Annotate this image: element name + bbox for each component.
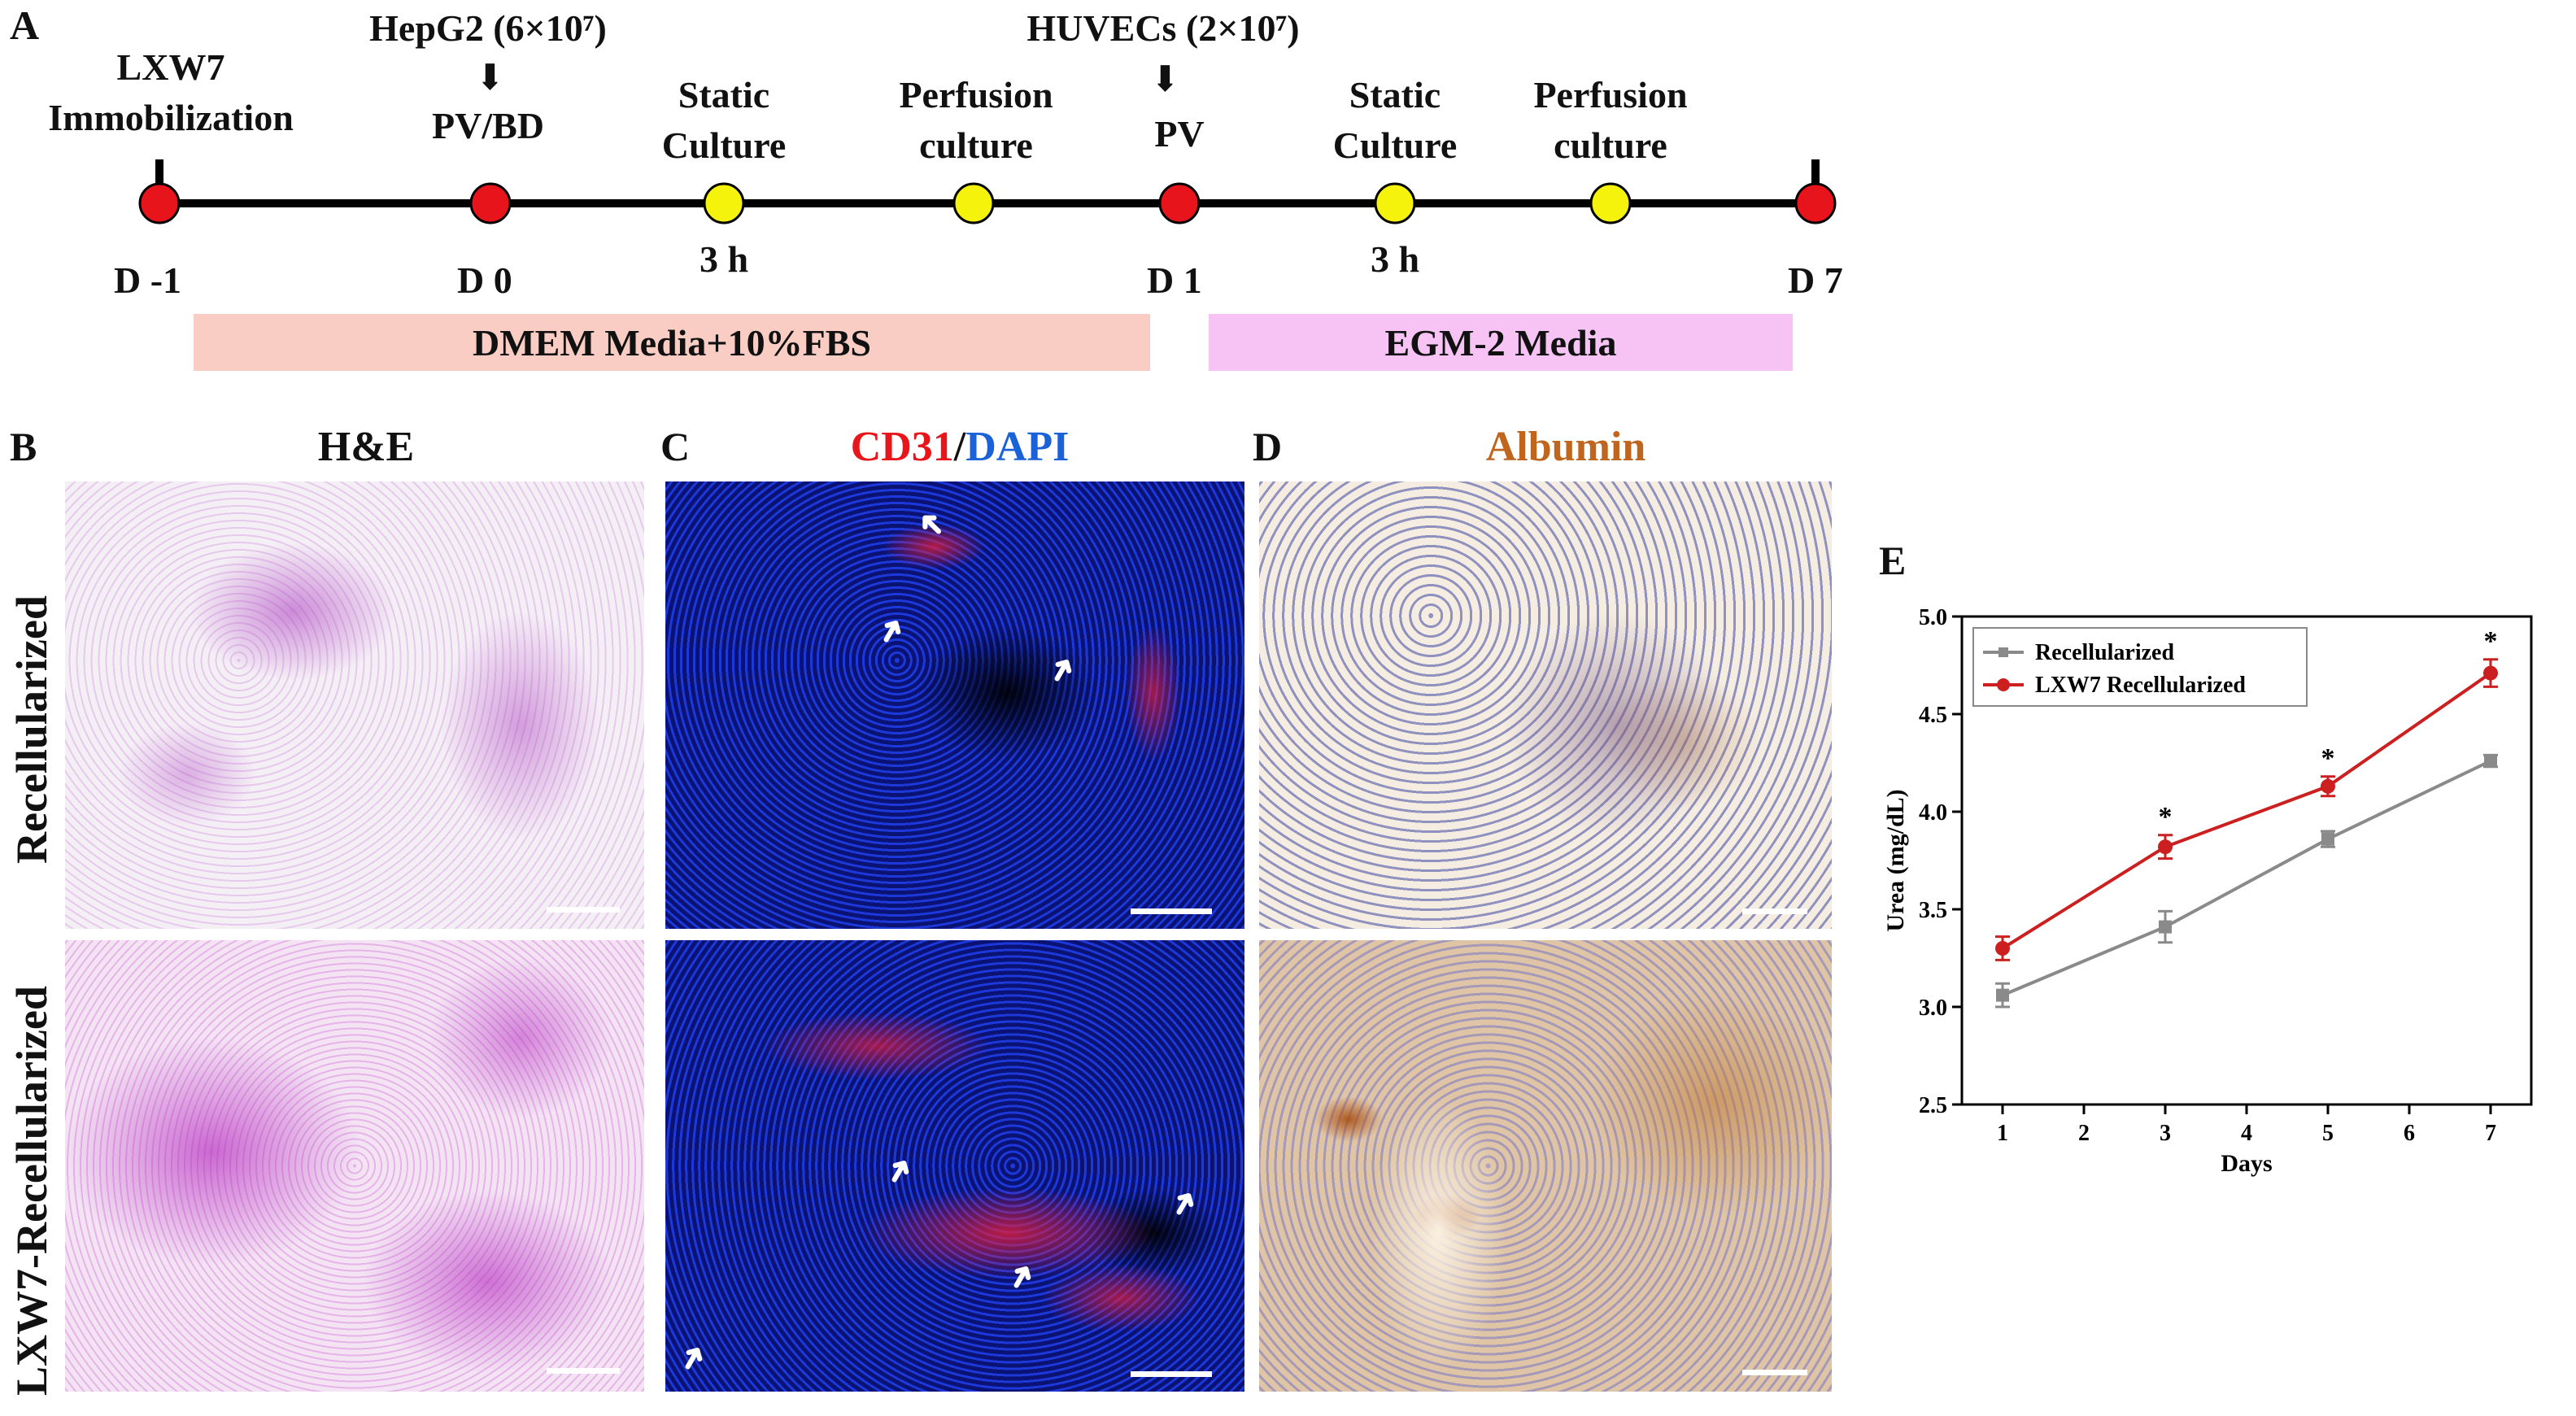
- media-bar-dmem: DMEM Media+10%FBS: [194, 314, 1150, 371]
- legend-marker-lxw7: [1997, 678, 2010, 691]
- he-lxw7-image: [65, 940, 644, 1392]
- column-title-albumin: Albumin: [1485, 424, 1646, 470]
- series-line-0: [2002, 759, 2491, 997]
- timeline-node-static-2: [1374, 182, 1416, 224]
- row-label-recellularized: Recellularized: [7, 595, 56, 864]
- timeline-node-d1: [1158, 182, 1201, 224]
- albumin-recellularized-image: [1259, 481, 1832, 929]
- dapi-label: DAPI: [965, 424, 1070, 470]
- event-perfusion-1-label: Perfusion culture: [899, 74, 1053, 167]
- down-arrow-icon: ⬇: [475, 58, 505, 98]
- data-point: [2483, 665, 2498, 681]
- y-tick-label: 3.5: [1919, 898, 1947, 923]
- albumin-lxw7-image: [1259, 940, 1832, 1392]
- data-point: [2321, 778, 2335, 794]
- panel-letter-a: A: [10, 2, 40, 48]
- arrow-icon: ➜: [867, 609, 913, 652]
- scale-bar: [1742, 908, 1807, 914]
- event-huvecs-label: HUVECs (2×10⁷): [1026, 7, 1300, 49]
- x-tick-label: 1: [1997, 1121, 2008, 1146]
- data-point: [2159, 920, 2172, 934]
- column-title-he: H&E: [317, 424, 415, 470]
- x-axis-label: Days: [2221, 1150, 2272, 1177]
- series-layer: [1995, 658, 2498, 1009]
- scale-bar: [1131, 1371, 1212, 1377]
- urea-chart: 2.5 3.0 3.5 4.0 4.5 5.0 1 2 3 4 5 6 7 * * * Urea (mg/d…: [1882, 605, 2533, 1177]
- he-recellularized-image: [65, 481, 644, 929]
- panel-letter-b: B: [10, 424, 37, 469]
- day-label-d1: D 1: [1147, 259, 1202, 301]
- event-hepg2-sub: PV/BD: [432, 105, 544, 146]
- significance-star: *: [2484, 626, 2498, 656]
- significance-layer: * * *: [2159, 626, 2498, 832]
- slash-label: /: [953, 424, 966, 470]
- scale-bar: [1742, 1370, 1807, 1375]
- timeline-node-d-1: [138, 182, 181, 224]
- arrow-icon: ➜: [997, 1255, 1044, 1298]
- cd31-recellularized-image: ➜ ➜ ➜: [665, 481, 1244, 929]
- x-tick-label: 2: [2078, 1121, 2090, 1146]
- cd31-label: CD31: [850, 424, 954, 470]
- event-perfusion-2-label: Perfusion culture: [1533, 74, 1688, 167]
- y-tick-label: 4.5: [1919, 703, 1947, 728]
- legend-label-recellularized: Recellularized: [2035, 640, 2174, 665]
- axis-ticks: 2.5 3.0 3.5 4.0 4.5 5.0 1 2 3 4 5 6 7: [1919, 605, 2496, 1146]
- significance-star: *: [2321, 743, 2335, 773]
- x-tick-label: 7: [2485, 1121, 2496, 1146]
- legend-box: [1972, 627, 2308, 707]
- arrow-icon: ➜: [875, 1149, 922, 1192]
- panel-letter-c: C: [660, 424, 691, 469]
- y-tick-label: 3.0: [1919, 996, 1947, 1021]
- timeline-node-static-1: [703, 182, 745, 224]
- timeline-svg: [138, 159, 1837, 224]
- significance-star: *: [2159, 802, 2173, 832]
- down-arrow-icon: ⬇: [1150, 59, 1180, 99]
- data-point: [2158, 839, 2173, 855]
- event-huvecs-sub: PV: [1154, 113, 1205, 155]
- timeline-node-d7: [1794, 182, 1837, 224]
- legend-marker-recellularized: [1998, 647, 2008, 657]
- media-bar-egm2: EGM-2 Media: [1209, 314, 1793, 371]
- y-tick-label: 2.5: [1919, 1093, 1947, 1118]
- timeline-node-perfusion-1: [952, 182, 995, 224]
- event-static-2-label: Static Culture: [1332, 74, 1458, 167]
- y-axis-label: Urea (mg/dL): [1882, 789, 1909, 931]
- row-label-lxw7-recellularized: LXW7-Recellularized: [7, 986, 56, 1396]
- timeline-node-perfusion-2: [1589, 182, 1632, 224]
- day-label-d0: D 0: [457, 259, 512, 301]
- event-lxw7-label: LXW7 Immobilization: [48, 46, 294, 139]
- panel-letter-e: E: [1879, 538, 1907, 583]
- timeline-node-d0: [469, 182, 512, 224]
- arrow-icon: ➜: [669, 1336, 715, 1379]
- x-tick-label: 4: [2241, 1121, 2252, 1146]
- day-label-d-1: D -1: [114, 259, 182, 301]
- arrow-icon: ➜: [908, 502, 954, 548]
- day-label-d7: D 7: [1788, 259, 1843, 301]
- x-tick-label: 5: [2322, 1121, 2334, 1146]
- y-tick-label: 4.0: [1919, 800, 1947, 826]
- cd31-lxw7-image: ➜ ➜ ➜ ➜: [665, 940, 1244, 1392]
- panel-letter-d: D: [1253, 424, 1283, 469]
- data-point: [1996, 988, 2009, 1002]
- series-line-1: [2001, 671, 2492, 950]
- column-title-cd31-dapi: CD31/DAPI: [732, 423, 1188, 471]
- scale-bar: [547, 907, 620, 913]
- event-static-2-time: 3 h: [1370, 238, 1420, 280]
- arrow-icon: ➜: [1038, 648, 1084, 691]
- chart-legend: Recellularized LXW7 Recellularized: [1972, 627, 2308, 707]
- data-point: [2484, 754, 2497, 768]
- y-tick-label: 5.0: [1919, 605, 1947, 630]
- legend-label-lxw7: LXW7 Recellularized: [2035, 673, 2246, 698]
- arrow-icon: ➜: [1160, 1182, 1206, 1225]
- data-point: [2321, 832, 2334, 846]
- event-hepg2-label: HepG2 (6×10⁷): [369, 7, 607, 49]
- x-tick-label: 6: [2404, 1121, 2415, 1146]
- event-static-1-label: Static Culture: [661, 74, 787, 167]
- event-static-1-time: 3 h: [699, 238, 749, 280]
- scale-bar: [547, 1368, 620, 1374]
- data-point: [1995, 941, 2010, 956]
- scale-bar: [1131, 908, 1212, 914]
- x-tick-label: 3: [2160, 1121, 2171, 1146]
